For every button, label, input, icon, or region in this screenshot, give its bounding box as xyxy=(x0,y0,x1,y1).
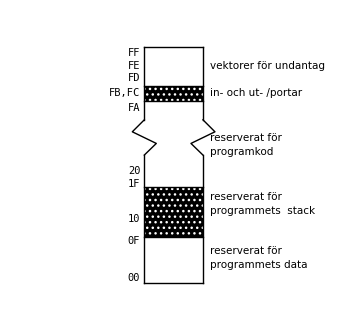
Text: FF: FF xyxy=(128,48,140,58)
Bar xyxy=(144,186,203,237)
Text: 1F: 1F xyxy=(128,179,140,189)
Text: vektorer för undantag: vektorer för undantag xyxy=(209,61,325,71)
Text: FB,FC: FB,FC xyxy=(109,88,140,98)
Text: in- och ut- /portar: in- och ut- /portar xyxy=(209,88,302,98)
Text: 20: 20 xyxy=(128,166,140,177)
Text: FD: FD xyxy=(128,73,140,83)
Text: reserverat för
programmets  stack: reserverat för programmets stack xyxy=(209,192,315,216)
Bar xyxy=(144,86,203,101)
Text: FA: FA xyxy=(128,103,140,113)
Text: reserverat för
programmets data: reserverat för programmets data xyxy=(209,246,307,270)
Bar xyxy=(144,86,203,101)
Bar xyxy=(144,186,203,237)
Text: 00: 00 xyxy=(128,273,140,284)
Text: FE: FE xyxy=(128,61,140,71)
Text: 0F: 0F xyxy=(128,236,140,246)
Text: reserverat för
programkod: reserverat för programkod xyxy=(209,133,281,157)
Text: 10: 10 xyxy=(128,214,140,224)
